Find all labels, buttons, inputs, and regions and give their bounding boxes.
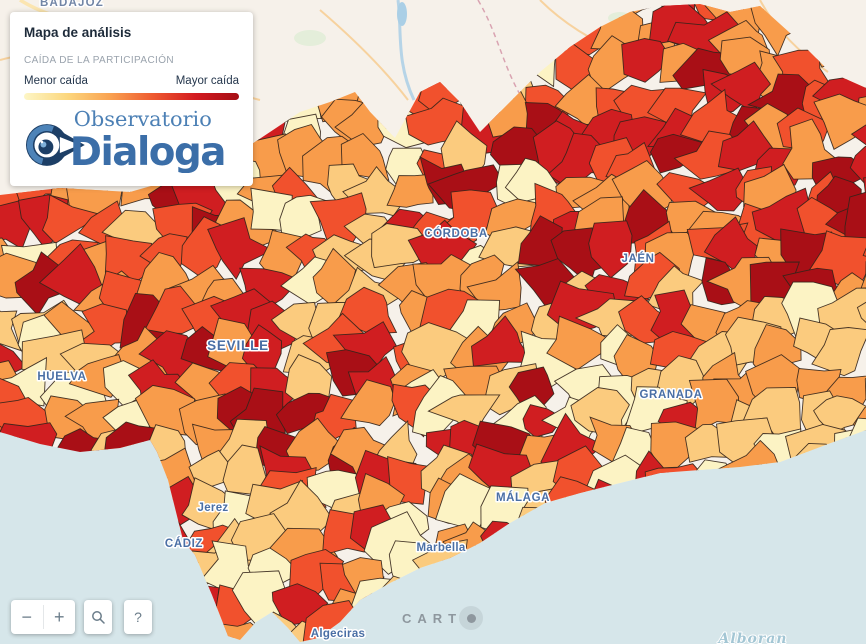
logo-text-dialoga: Dialoga xyxy=(70,130,225,173)
municipality-cell[interactable] xyxy=(570,387,630,438)
municipality-cell[interactable] xyxy=(647,0,696,13)
map-label-algeciras: Algeciras xyxy=(311,628,365,640)
search-button[interactable] xyxy=(84,600,112,634)
map-label-jaén: JAÉN xyxy=(621,252,654,265)
logo-container: Observatorio Dialoga xyxy=(24,107,239,173)
municipality-cell[interactable] xyxy=(340,379,396,427)
search-control xyxy=(84,600,112,634)
map-label-huelva: HUELVA xyxy=(37,371,86,383)
analysis-panel: Mapa de análisis CAÍDA DE LA PARTICIPACI… xyxy=(10,12,253,186)
logo-text-observatorio: Observatorio xyxy=(74,107,212,131)
zoom-divider xyxy=(42,605,44,629)
map-label-marbella: Marbella xyxy=(416,542,465,554)
municipality-cell[interactable] xyxy=(856,292,866,332)
legend-caption: CAÍDA DE LA PARTICIPACIÓN xyxy=(24,55,175,66)
map-label-alboran: Alboran xyxy=(717,631,788,644)
zoom-control-group: − + xyxy=(11,600,75,634)
map-label-granada: GRANADA xyxy=(640,389,703,401)
zoom-out-button[interactable]: − xyxy=(11,600,43,634)
legend-scale-labels: Menor caída Mayor caída xyxy=(24,75,239,87)
map-label-seville: SEVILLE xyxy=(207,338,269,353)
map-label-badajoz: BADAJOZ xyxy=(40,0,104,9)
municipality-cell[interactable] xyxy=(811,327,866,377)
municipality-cell[interactable] xyxy=(386,173,434,208)
municipality-cell[interactable] xyxy=(546,315,619,371)
municipality-cell[interactable] xyxy=(269,479,334,538)
municipality-cell[interactable] xyxy=(588,220,633,279)
municipality-cell[interactable] xyxy=(41,194,104,244)
zoom-in-button[interactable]: + xyxy=(43,600,75,634)
municipality-cell[interactable] xyxy=(850,115,866,165)
legend-gradient xyxy=(24,93,239,100)
municipality-cell[interactable] xyxy=(0,297,22,352)
observatorio-dialoga-logo: Observatorio Dialoga xyxy=(25,107,226,173)
map-label-córdoba: CÓRDOBA xyxy=(424,227,488,240)
municipality-cell[interactable] xyxy=(852,399,866,449)
help-control: ? xyxy=(124,600,152,634)
map-label-málaga: MÁLAGA xyxy=(496,491,550,504)
legend-max-label: Mayor caída xyxy=(175,75,239,87)
map-label-jerez: Jerez xyxy=(198,502,229,514)
dialoga-eye-icon xyxy=(25,124,85,166)
magnifier-icon xyxy=(92,611,105,624)
map-labels: BADAJOZ CÓRDOBA JAÉN SEVILLE HUELVA GRANADA MÁ… xyxy=(36,0,788,644)
help-button[interactable]: ? xyxy=(124,600,152,634)
carto-attribution[interactable]: CART xyxy=(402,606,484,630)
sea xyxy=(0,430,866,644)
municipality-cell[interactable] xyxy=(844,190,866,249)
map-label-cádiz: CÁDIZ xyxy=(165,537,203,550)
municipality-cell[interactable] xyxy=(860,261,866,317)
municipality-cell[interactable] xyxy=(858,174,866,218)
carto-o-icon xyxy=(459,606,484,630)
legend-min-label: Menor caída xyxy=(24,75,88,87)
panel-title: Mapa de análisis xyxy=(24,25,132,40)
carto-letters: CART xyxy=(402,610,463,626)
